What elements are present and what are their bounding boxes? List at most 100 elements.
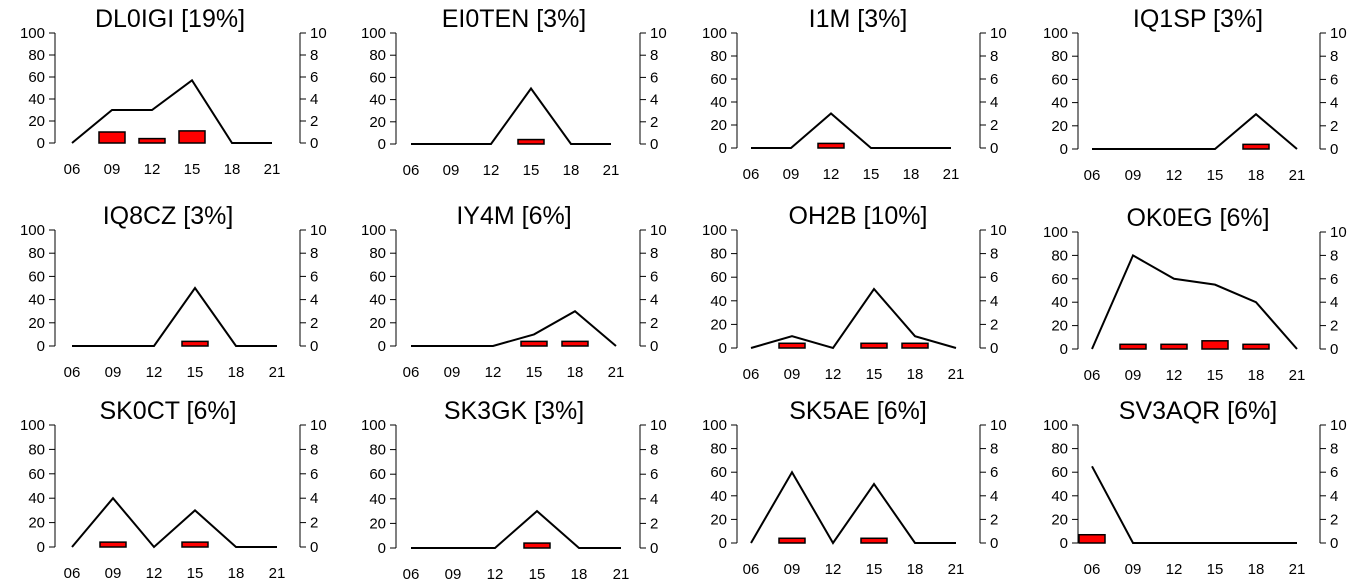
right-y-tick-label: 6 [990,71,998,88]
series-line [411,509,621,549]
right-y-tick-label: 10 [650,25,667,42]
x-tick-label: 12 [1166,167,1183,184]
left-y-tick-label: 60 [1051,271,1068,288]
x-tick-label: 15 [1207,367,1224,384]
series-line [750,287,957,350]
x-tick-label: 09 [445,566,462,583]
x-tick-label: 21 [269,565,286,582]
left-y-tick-label: 60 [28,268,45,285]
left-y-tick-label: 80 [369,245,386,262]
chart-title: SK3GK [3%] [444,397,584,425]
right-y-tick-label: 0 [650,540,658,557]
right-y-tick-label: 6 [310,268,318,285]
x-tick-label: 09 [444,364,461,381]
right-y-tick-label: 6 [1330,464,1338,481]
x-tick-label: 06 [403,162,420,179]
x-tick-label: 21 [1289,561,1306,578]
x-tick-label: 21 [1289,367,1306,384]
x-tick-label: 15 [529,566,546,583]
chart-title: I1M [3%] [809,5,908,33]
left-y-tick-label: 40 [28,91,45,108]
left-y-tick-label: 0 [378,540,386,557]
x-tick-label: 12 [485,364,502,381]
chart-title: SK0CT [6%] [99,397,236,425]
right-y-tick-label: 2 [990,316,998,333]
x-tick-label: 18 [1248,167,1265,184]
left-y-tick-label: 100 [1043,417,1068,434]
x-tick-label: 15 [187,364,204,381]
x-tick-label: 12 [823,166,840,183]
bar [1201,340,1229,350]
right-y-tick-label: 6 [310,69,318,86]
chart-panel: OK0EG [6%] 0 20 40 60 80 100 0 2 4 6 8 10 06 09 12 15 18 2… [1043,204,1347,384]
x-tick-label: 18 [228,364,245,381]
right-y-tick-label: 2 [650,114,658,131]
chart-panel: IY4M [6%] 0 20 40 60 80 100 0 2 4 6 8 10 06 09 12 15 18 21 [361,202,667,381]
bar [778,537,806,544]
left-y-tick-label: 20 [28,515,45,532]
right-y-tick-label: 2 [310,515,318,532]
x-tick-label: 06 [64,565,81,582]
right-y-tick-label: 0 [650,136,658,153]
x-tick-label: 15 [863,166,880,183]
chart-panel: DL0IGI [19%] 0 20 40 60 80 100 0 2 4 6 8 10 06 09 12 15 1… [20,5,327,178]
left-y-tick-label: 100 [1043,25,1068,42]
bar [138,137,166,144]
x-tick-label: 12 [146,364,163,381]
left-y-tick-label: 60 [369,268,386,285]
bar [778,342,806,349]
x-tick-label: 15 [1207,167,1224,184]
series-line [1091,465,1297,544]
left-y-tick-label: 80 [1051,48,1068,65]
x-tick-label: 06 [403,364,420,381]
x-tick-label: 18 [1248,367,1265,384]
right-y-tick-label: 2 [1330,318,1338,335]
bar [1160,343,1188,350]
left-y-tick-label: 20 [1051,511,1068,528]
x-tick-label: 06 [743,166,760,183]
x-tick-label: 15 [523,162,540,179]
right-y-tick-label: 0 [1330,535,1338,552]
x-tick-label: 18 [907,366,924,383]
left-y-tick-label: 20 [369,114,386,131]
x-tick-label: 15 [184,161,201,178]
chart-title: IY4M [6%] [456,202,571,230]
bar [181,340,209,347]
left-y-tick-label: 20 [28,315,45,332]
right-y-tick-label: 4 [310,91,318,108]
left-y-tick-label: 60 [1051,464,1068,481]
x-tick-label: 09 [784,561,801,578]
left-y-tick-label: 0 [1060,535,1068,552]
left-y-tick-label: 0 [719,340,727,357]
left-y-tick-label: 20 [369,515,386,532]
right-y-tick-label: 8 [310,245,318,262]
x-tick-label: 06 [403,566,420,583]
right-y-tick-label: 0 [990,140,998,157]
right-y-tick-label: 0 [310,338,318,355]
bar [181,541,209,548]
right-y-tick-label: 4 [1330,95,1338,112]
x-tick-label: 06 [743,561,760,578]
x-tick-label: 18 [228,565,245,582]
chart-title: IQ1SP [3%] [1133,5,1263,33]
x-tick-label: 12 [144,161,161,178]
bar [561,340,589,347]
x-tick-label: 12 [487,566,504,583]
left-y-tick-label: 60 [369,69,386,86]
chart-title: EI0TEN [3%] [442,5,587,33]
left-y-tick-label: 20 [710,511,727,528]
x-tick-label: 15 [187,565,204,582]
left-y-tick-label: 100 [702,417,727,434]
x-tick-label: 09 [443,162,460,179]
right-y-tick-label: 6 [650,466,658,483]
right-y-tick-label: 4 [650,292,658,309]
x-tick-label: 12 [825,366,842,383]
right-y-tick-label: 6 [1330,271,1338,288]
right-y-tick-label: 8 [1330,247,1338,264]
right-y-tick-label: 6 [650,268,658,285]
right-y-tick-label: 2 [990,117,998,134]
right-y-tick-label: 4 [990,293,998,310]
x-tick-label: 21 [269,364,286,381]
chart-title: SK5AE [6%] [789,397,927,425]
